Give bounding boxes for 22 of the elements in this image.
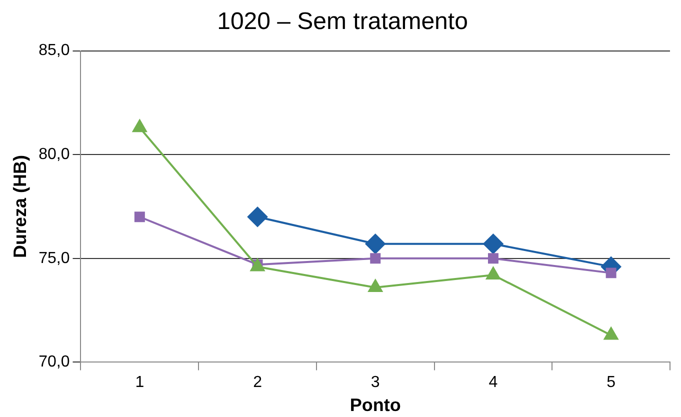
- point: [370, 253, 381, 264]
- point: [606, 268, 616, 278]
- x-axis-title: Ponto: [350, 395, 401, 416]
- y-axis-title: Dureza (HB): [10, 154, 30, 258]
- point: [248, 206, 268, 227]
- x-tick-label: 4: [488, 374, 498, 392]
- point: [486, 267, 500, 280]
- point: [488, 253, 498, 264]
- chart-title: 1020 – Sem tratamento: [217, 8, 468, 36]
- x-tick-label: 2: [253, 374, 262, 392]
- point: [483, 234, 504, 254]
- point: [604, 327, 618, 340]
- y-tick-label: 75,0: [38, 250, 70, 267]
- y-tick-label: 85,0: [38, 42, 70, 60]
- y-tick-label: 80,0: [38, 146, 70, 164]
- y-tick-label: 70,0: [38, 354, 70, 371]
- point: [134, 212, 145, 222]
- x-tick-label: 3: [370, 374, 380, 392]
- x-tick-label: 5: [606, 374, 616, 392]
- point: [365, 234, 386, 254]
- point: [368, 279, 382, 292]
- x-tick-label: 1: [135, 374, 144, 392]
